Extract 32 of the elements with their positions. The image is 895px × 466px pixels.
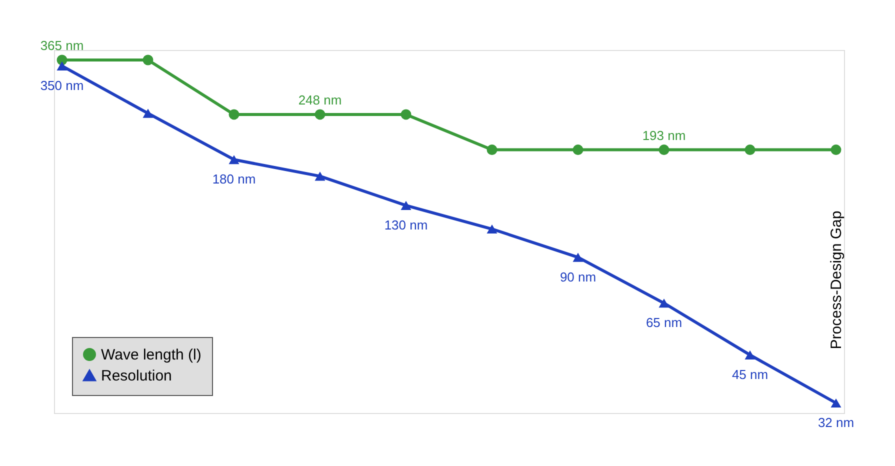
point (572, 144, 584, 156)
data-label: 365 nm (40, 38, 84, 53)
point (658, 144, 670, 156)
point (486, 224, 498, 234)
data-label: 130 nm (384, 217, 428, 232)
point (228, 155, 240, 164)
point (142, 54, 154, 66)
data-label: 248 nm (298, 92, 342, 108)
point (744, 350, 756, 360)
data-label: 45 nm (732, 366, 768, 382)
point (400, 200, 412, 210)
point (314, 172, 326, 181)
data-label: 32 nm (818, 415, 854, 430)
point (744, 144, 756, 156)
point (572, 252, 584, 262)
point (400, 109, 412, 120)
point (56, 61, 68, 70)
data-label: 65 nm (646, 315, 682, 330)
legend-label: Wave length (l) (101, 346, 202, 364)
point (830, 144, 842, 156)
point (830, 398, 842, 408)
point (142, 108, 154, 118)
data-label: 193 nm (642, 128, 686, 143)
point (486, 144, 498, 156)
point (658, 298, 670, 308)
point (228, 109, 240, 120)
point (314, 109, 326, 120)
annotation: Process-Design Gap (828, 210, 845, 350)
data-label: 180 nm (212, 172, 256, 187)
legend-label: Resolution (101, 368, 172, 384)
data-label: 90 nm (560, 269, 596, 284)
data-label: 350 nm (40, 78, 84, 93)
